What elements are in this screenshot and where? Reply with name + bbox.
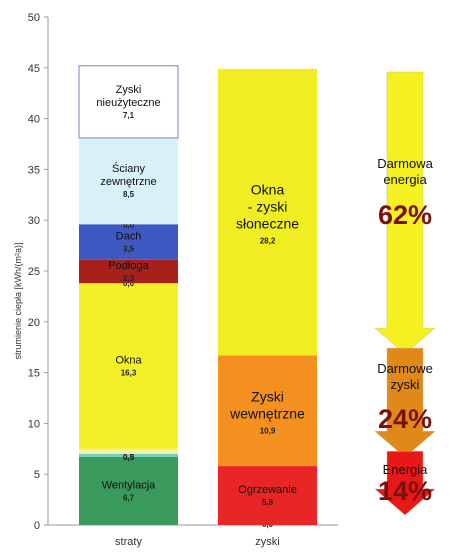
y-tick-label: 50 — [28, 12, 40, 24]
y-tick-label: 20 — [28, 317, 40, 329]
y-tick-label: 0 — [34, 520, 40, 532]
y-tick-label: 45 — [28, 63, 40, 75]
bar-segment-straty-zyski-nieuzyteczne — [78, 65, 179, 139]
flow-arrow-1 — [374, 71, 436, 355]
bar-segment-straty-part-1 — [79, 453, 178, 457]
segment-value-label: 3,5 — [123, 245, 135, 254]
segment-value-label: 5,8 — [262, 498, 274, 507]
segment-name-label: - zyski — [248, 199, 288, 215]
segment-value-label: 28,2 — [260, 237, 276, 246]
annotation-label: zyski — [391, 377, 420, 392]
segment-name-label: słoneczne — [236, 216, 299, 232]
y-tick-label: 5 — [34, 469, 40, 481]
annotation-label: Darmowe — [377, 361, 433, 376]
y-axis-label: strumienie ciepła [kWh/(m²a)] — [13, 242, 23, 359]
segment-value-label: 10,9 — [260, 427, 276, 436]
segment-value-label: 8,5 — [123, 190, 135, 199]
annotation-percent: 14% — [378, 476, 432, 506]
y-tick-label: 30 — [28, 215, 40, 227]
category-label-zyski: zyski — [255, 536, 279, 548]
segment-name-label: Dach — [116, 231, 142, 243]
category-label-straty: straty — [115, 536, 142, 548]
annotation-label: Darmowa — [377, 156, 433, 171]
segment-name-label: Zyski — [116, 84, 142, 96]
segment-name-label: nieużyteczne — [96, 97, 160, 109]
annotation-label: Energia — [383, 462, 429, 477]
annotation-label: energia — [383, 172, 427, 187]
segment-name-label: Podłoga — [108, 260, 149, 272]
segment-name-label: Ogrzewanie — [238, 484, 297, 496]
bar-segment-straty-sciany-zewnetrzne — [79, 137, 178, 225]
bar-segment-straty-dach — [79, 224, 178, 260]
bar-segment-straty-wentylacja — [79, 456, 178, 525]
bar-segment-straty-drzwi-zewn — [79, 448, 178, 454]
annotation-percent: 62% — [378, 200, 432, 230]
segment-value-label: 0,0 — [123, 220, 135, 229]
bar-segment-zyski-zyski-wewnetrzne — [218, 355, 317, 467]
segment-name-label: Okna — [115, 354, 142, 366]
segment-value-label: 0,0 — [123, 279, 135, 288]
y-tick-label: 40 — [28, 114, 40, 126]
annotation-percent: 24% — [378, 404, 432, 434]
y-tick-label: 10 — [28, 418, 40, 430]
segment-name-label: Ściany — [112, 162, 146, 175]
flow-arrow-3 — [374, 451, 436, 516]
segment-name-label: zewnętrzne — [100, 176, 156, 188]
segment-value-label: 7,1 — [123, 111, 135, 120]
bar-segment-zyski-ogrzewanie — [218, 466, 317, 525]
segment-name-label: Okna — [251, 182, 285, 198]
y-tick-label: 25 — [28, 266, 40, 278]
segment-name-label: Zyski — [251, 389, 284, 405]
segment-name-label: Wentylacja — [102, 479, 156, 491]
bar-segment-straty-podloga — [79, 259, 178, 284]
segment-value-label: 2,3 — [123, 274, 135, 283]
bar-segment-straty-okna — [79, 283, 178, 449]
y-tick-label: 15 — [28, 368, 40, 380]
bar-segment-zyski-okna-zyski-sloneczne — [218, 68, 317, 356]
y-tick-label: 35 — [28, 164, 40, 176]
segment-value-label: 6,7 — [123, 493, 135, 502]
segment-value-label: 16,3 — [121, 368, 137, 377]
flow-arrow-2 — [374, 347, 436, 458]
segment-name-label: wewnętrzne — [229, 406, 305, 422]
segment-value-label: 0,3 — [123, 453, 135, 462]
segment-value-label: 0,5 — [123, 453, 135, 462]
